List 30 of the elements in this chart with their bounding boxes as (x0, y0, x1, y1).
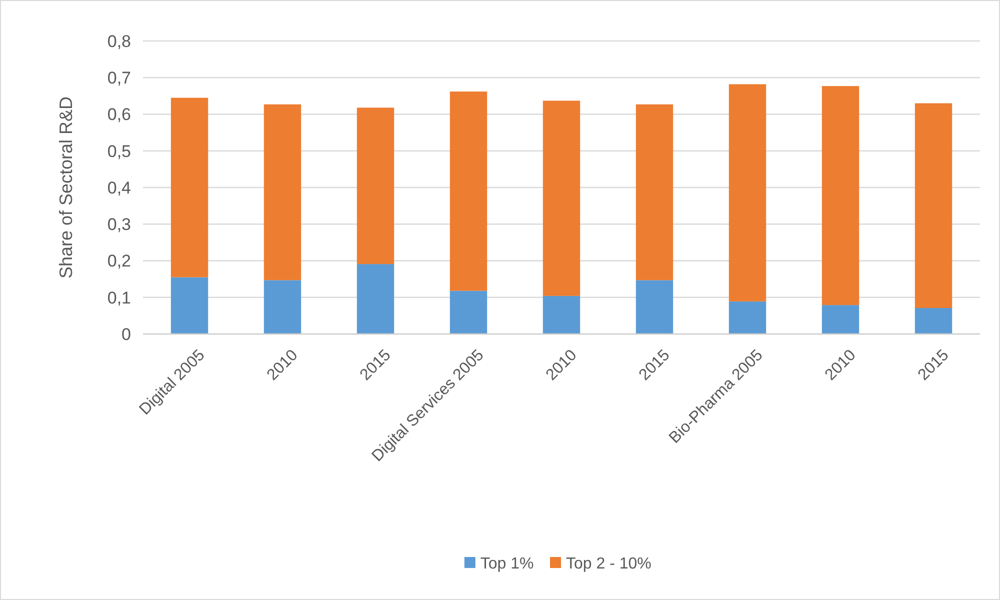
y-tick-label: 0 (122, 324, 131, 344)
y-tick-label: 0,1 (107, 288, 131, 308)
bar (822, 305, 860, 334)
y-tick-label: 0,6 (107, 105, 131, 124)
bar (264, 280, 302, 334)
bar (542, 100, 580, 296)
y-axis-title: Share of Sectoral R&D (56, 96, 76, 279)
bar (450, 92, 488, 291)
bar (636, 280, 674, 334)
y-tick-label: 0,7 (107, 68, 131, 88)
legend-label: Top 2 - 10% (566, 556, 652, 573)
bar (914, 103, 952, 308)
bar (264, 104, 302, 280)
bar (728, 84, 766, 302)
bar (170, 98, 208, 278)
y-tick-label: 0,4 (107, 178, 131, 198)
y-tick-label: 0,8 (107, 32, 131, 51)
bar (170, 277, 208, 334)
bar (356, 108, 394, 264)
y-tick-label: 0,3 (107, 215, 131, 234)
legend-label: Top 1% (480, 556, 534, 573)
bar (914, 308, 952, 334)
bar (356, 264, 394, 334)
bar (822, 86, 860, 306)
y-tick-label: 0,5 (107, 142, 131, 161)
bar (542, 296, 580, 334)
bar (728, 301, 766, 334)
bar (450, 290, 488, 334)
bar (636, 104, 674, 280)
y-tick-label: 0,2 (107, 252, 131, 271)
